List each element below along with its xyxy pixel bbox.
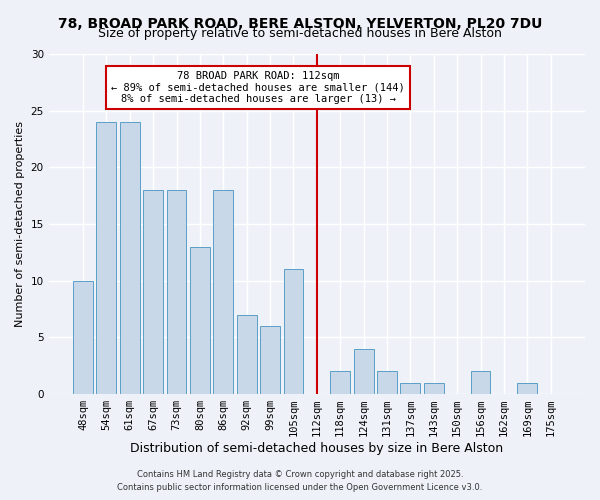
Text: 78, BROAD PARK ROAD, BERE ALSTON, YELVERTON, PL20 7DU: 78, BROAD PARK ROAD, BERE ALSTON, YELVER… [58,18,542,32]
Text: Contains HM Land Registry data © Crown copyright and database right 2025.
Contai: Contains HM Land Registry data © Crown c… [118,470,482,492]
Text: 78 BROAD PARK ROAD: 112sqm
← 89% of semi-detached houses are smaller (144)
8% of: 78 BROAD PARK ROAD: 112sqm ← 89% of semi… [112,71,405,104]
Bar [470,372,490,394]
Bar [190,246,210,394]
Bar [284,270,304,394]
Text: Size of property relative to semi-detached houses in Bere Alston: Size of property relative to semi-detach… [98,28,502,40]
Bar [73,280,93,394]
Bar [517,382,537,394]
Bar [143,190,163,394]
Bar [353,348,374,394]
Bar [237,314,257,394]
Bar [167,190,187,394]
Bar [424,382,443,394]
X-axis label: Distribution of semi-detached houses by size in Bere Alston: Distribution of semi-detached houses by … [130,442,503,455]
Bar [330,372,350,394]
Bar [377,372,397,394]
Bar [260,326,280,394]
Bar [400,382,421,394]
Bar [120,122,140,394]
Bar [97,122,116,394]
Bar [214,190,233,394]
Y-axis label: Number of semi-detached properties: Number of semi-detached properties [15,121,25,327]
